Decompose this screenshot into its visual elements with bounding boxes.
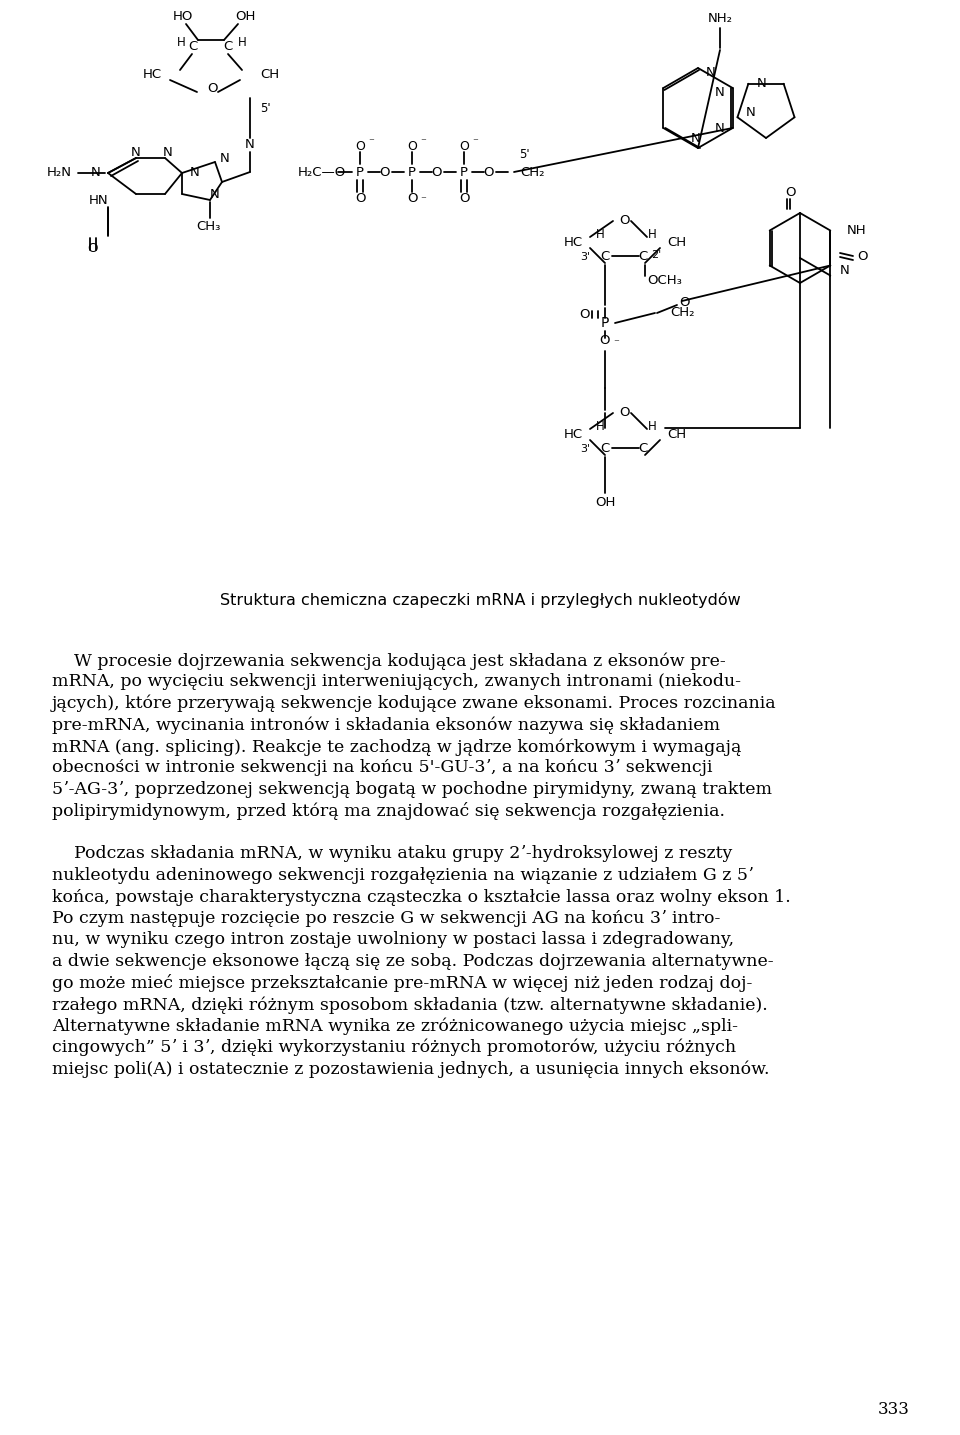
Text: O: O [784,187,795,199]
Text: obecności w intronie sekwencji na końcu 5'-GU-3ʼ, a na końcu 3ʼ sekwencji: obecności w intronie sekwencji na końcu … [52,759,712,776]
Text: O: O [407,191,418,205]
Text: 3': 3' [580,443,590,453]
Text: HN: HN [88,194,108,207]
Text: O: O [459,139,468,152]
Text: polipirymidynowym, przed którą ma znajdować się sekwencja rozgałęzienia.: polipirymidynowym, przed którą ma znajdo… [52,802,725,821]
Text: O: O [355,139,365,152]
Text: H: H [595,228,605,241]
Text: 5': 5' [260,102,271,115]
Text: HC: HC [564,429,583,442]
Text: a dwie sekwencje eksonowe łączą się ze sobą. Podczas dojrzewania alternatywne-: a dwie sekwencje eksonowe łączą się ze s… [52,953,774,970]
Text: C: C [224,40,232,53]
Text: N: N [715,122,725,135]
Text: P: P [408,165,416,178]
Text: HC: HC [564,237,583,250]
Text: N: N [132,145,141,158]
Text: H₂N: H₂N [47,166,72,179]
Text: Podczas składania mRNA, w wyniku ataku grupy 2ʼ-hydroksylowej z reszty: Podczas składania mRNA, w wyniku ataku g… [52,845,732,862]
Text: mRNA (ang. splicing). Reakcje te zachodzą w jądrze komórkowym i wymagają: mRNA (ang. splicing). Reakcje te zachodz… [52,738,741,755]
Text: końca, powstaje charakterystyczna cząsteczka o kształcie lassa oraz wolny ekson : końca, powstaje charakterystyczna cząste… [52,888,791,905]
Text: nu, w wyniku czego intron zostaje uwolniony w postaci lassa i zdegradowany,: nu, w wyniku czego intron zostaje uwolni… [52,931,734,949]
Text: CH: CH [260,69,279,82]
Text: OCH₃: OCH₃ [647,274,682,287]
Text: O: O [380,165,391,178]
Text: N: N [746,106,756,119]
Text: 3': 3' [580,253,590,263]
Text: O: O [432,165,443,178]
Text: N: N [706,66,716,79]
Text: HC: HC [143,69,162,82]
Text: miejsc poli(A) i ostatecznie z pozostawienia jednych, a usunięcia innych eksonów: miejsc poli(A) i ostatecznie z pozostawi… [52,1060,770,1078]
Text: O: O [600,334,611,347]
Text: N: N [715,86,725,99]
Text: CH₃: CH₃ [196,221,220,234]
Text: N: N [163,145,173,158]
Text: NH₂: NH₂ [708,11,732,24]
Text: C: C [600,251,610,264]
Text: N: N [245,139,254,152]
Text: O: O [207,82,218,95]
Text: W procesie dojrzewania sekwencja kodująca jest składana z eksonów pre-: W procesie dojrzewania sekwencja kodując… [52,651,726,670]
Text: O: O [407,139,417,152]
Text: ⁻: ⁻ [368,136,373,146]
Text: N: N [691,132,701,145]
Text: Alternatywne składanie mRNA wynika ze zróżnicowanego użycia miejsc „spli-: Alternatywne składanie mRNA wynika ze zr… [52,1017,738,1035]
Text: CH: CH [667,237,686,250]
Text: 333: 333 [878,1401,910,1418]
Text: mRNA, po wycięciu sekwencji interweniujących, zwanych intronami (niekodu-: mRNA, po wycięciu sekwencji interweniują… [52,673,741,690]
Text: CH₂: CH₂ [520,165,544,178]
Text: Po czym następuje rozcięcie po reszcie G w sekwencji AG na końcu 3ʼ intro-: Po czym następuje rozcięcie po reszcie G… [52,910,720,927]
Text: ⁻: ⁻ [613,339,619,349]
Text: N: N [220,152,229,165]
Text: O: O [87,241,98,254]
Text: O: O [679,297,689,310]
Text: H: H [238,36,247,49]
Text: O: O [580,309,590,321]
Text: O: O [857,250,868,263]
Text: go może mieć miejsce przekształcanie pre-mRNA w więcej niż jeden rodzaj doj-: go może mieć miejsce przekształcanie pre… [52,974,753,993]
Text: O: O [459,191,469,205]
Text: C: C [638,442,648,455]
Text: N: N [756,77,766,90]
Text: rzałego mRNA, dzięki różnym sposobom składania (tzw. alternatywne składanie).: rzałego mRNA, dzięki różnym sposobom skł… [52,996,768,1013]
Text: OH: OH [595,495,615,508]
Text: ⁻: ⁻ [420,195,426,205]
Text: O: O [355,191,365,205]
Text: H₂C—O: H₂C—O [298,165,347,178]
Text: 5': 5' [519,148,530,161]
Text: NH: NH [847,224,867,238]
Text: N: N [210,188,220,201]
Text: P: P [356,165,364,178]
Text: N: N [90,166,100,179]
Text: H: H [648,228,657,241]
Text: jących), które przerywają sekwencje kodujące zwane eksonami. Proces rozcinania: jących), które przerywają sekwencje kodu… [52,695,777,713]
Text: C: C [600,442,610,455]
Text: ⁻: ⁻ [420,136,426,146]
Text: H: H [595,420,605,433]
Text: HO: HO [173,10,193,23]
Text: nukleotydu adeninowego sekwencji rozgałęzienia na wiązanie z udziałem G z 5ʼ: nukleotydu adeninowego sekwencji rozgałę… [52,867,754,884]
Text: H: H [177,36,185,49]
Text: O: O [620,406,631,419]
Text: ⁻: ⁻ [472,136,478,146]
Text: H: H [648,420,657,433]
Text: P: P [601,316,610,330]
Text: C: C [638,251,648,264]
Text: O: O [620,214,631,228]
Text: OH: OH [235,10,255,23]
Text: pre-mRNA, wycinania intronów i składania eksonów nazywa się składaniem: pre-mRNA, wycinania intronów i składania… [52,716,720,733]
Text: O: O [484,165,494,178]
Text: C: C [188,40,198,53]
Text: cingowych” 5ʼ i 3ʼ, dzięki wykorzystaniu różnych promotorów, użyciu różnych: cingowych” 5ʼ i 3ʼ, dzięki wykorzystaniu… [52,1039,736,1056]
Text: P: P [460,165,468,178]
Text: 2': 2' [651,250,661,260]
Text: CH: CH [667,429,686,442]
Text: N: N [190,166,200,179]
Text: Struktura chemiczna czapeczki mRNA i przyległych nukleotydów: Struktura chemiczna czapeczki mRNA i prz… [220,593,740,608]
Text: CH₂: CH₂ [670,307,694,320]
Text: N: N [840,264,850,277]
Text: 5ʼ-AG-3ʼ, poprzedzonej sekwencją bogatą w pochodne pirymidyny, zwaną traktem: 5ʼ-AG-3ʼ, poprzedzonej sekwencją bogatą … [52,781,772,798]
